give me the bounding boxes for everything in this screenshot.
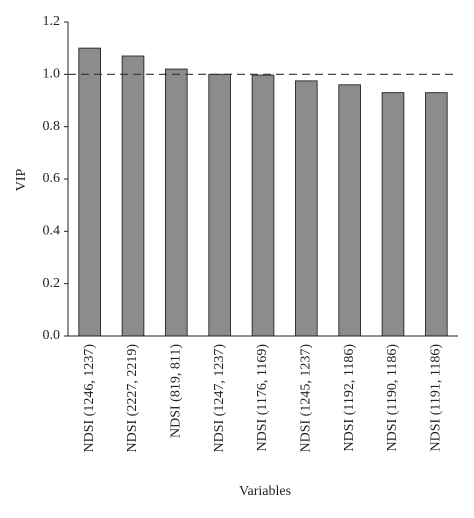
bar — [251, 74, 275, 337]
x-tick-label: NDSI (1245, 1237) — [299, 344, 314, 453]
bar — [78, 47, 102, 337]
y-tick-label: 0.0 — [43, 328, 61, 343]
x-axis-label: Variables — [239, 484, 291, 499]
x-tick-label: NDSI (1191, 1186) — [429, 344, 444, 452]
y-tick-label: 1.0 — [43, 67, 61, 82]
y-tick-label: 0.4 — [43, 224, 61, 239]
x-tick-label: NDSI (1190, 1186) — [385, 344, 400, 452]
x-tick-label: NDSI (1247, 1237) — [212, 344, 227, 453]
bar — [338, 84, 362, 337]
x-tick-label: NDSI (1246, 1237) — [82, 344, 97, 453]
x-tick-label: NDSI (1192, 1186) — [342, 344, 357, 452]
y-axis-label: VIP — [14, 169, 29, 192]
x-tick-label: NDSI (819, 811) — [169, 344, 184, 438]
y-tick-label: 0.8 — [43, 119, 61, 134]
y-tick-label: 0.2 — [43, 276, 61, 291]
y-tick-label: 0.6 — [43, 171, 61, 186]
x-tick-label: NDSI (2227, 2219) — [125, 344, 140, 453]
x-tick-label: NDSI (1176, 1169) — [255, 344, 270, 452]
bar — [381, 92, 405, 337]
bar — [121, 55, 145, 337]
y-tick-label: 1.2 — [43, 14, 61, 29]
bar — [425, 92, 448, 337]
bar — [165, 68, 188, 337]
bar — [208, 73, 231, 337]
bar — [295, 80, 318, 337]
